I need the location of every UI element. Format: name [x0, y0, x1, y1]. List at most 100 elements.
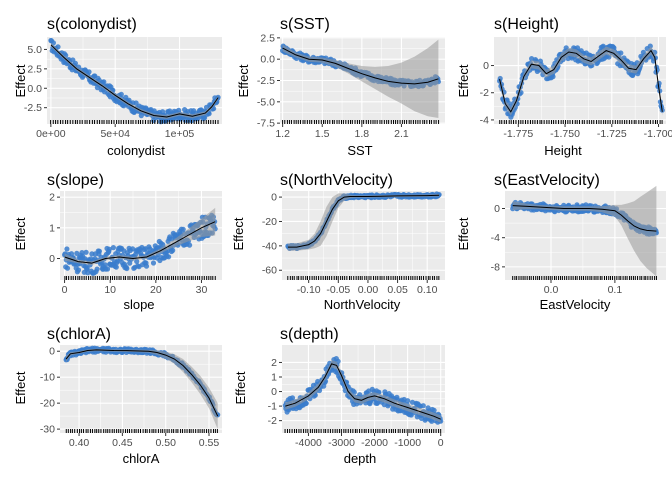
x-tick-label: 0.40 [69, 437, 90, 449]
y-tick-label: 0 [494, 203, 500, 215]
confidence-ribbon [287, 193, 440, 251]
panel-title: s(chlorA) [47, 326, 111, 343]
data-point [64, 265, 71, 271]
y-tick-label: -30 [40, 424, 55, 436]
y-tick-label: 0 [483, 60, 489, 72]
x-tick-label: -4000 [295, 437, 322, 449]
y-axis-label: Effect [233, 371, 248, 404]
data-point [656, 80, 662, 86]
data-point [408, 412, 414, 418]
smooth-fit-line [64, 221, 216, 264]
data-point [550, 74, 556, 80]
x-axis-label: SST [347, 143, 372, 158]
x-axis-label: EastVelocity [540, 297, 611, 312]
panel-title: s(EastVelocity) [494, 172, 600, 189]
y-tick-label: -8 [491, 261, 500, 273]
x-tick-label: 0.05 [387, 284, 408, 296]
x-axis-label: colonydist [107, 143, 165, 158]
panel-colonydist: s(colonydist) colonydist Effect 0e+00 5e+… [13, 16, 222, 158]
y-tick-label: 0 [49, 346, 55, 358]
data-point [74, 250, 80, 256]
y-tick-label: 1 [271, 372, 277, 384]
x-tick-label: 0.45 [112, 437, 133, 449]
y-axis-label: Effect [13, 64, 28, 97]
x-tick-label: 1.8 [355, 128, 370, 140]
y-tick-label: -60 [262, 265, 277, 277]
panel-slope: s(slope) slope Effect 0 10 20 30 0 1 2 [13, 172, 222, 312]
panel-title: s(Height) [494, 16, 559, 33]
plot-area [280, 37, 445, 124]
x-tick-label: 0.10 [417, 284, 438, 296]
y-axis-label: Effect [231, 217, 246, 250]
data-point [654, 67, 660, 73]
x-tick-label: -1000 [394, 437, 421, 449]
plot-area [47, 37, 222, 125]
x-axis-label: Height [544, 143, 582, 158]
data-point [303, 400, 309, 406]
y-tick-label: 1 [49, 222, 55, 234]
y-axis-label: Effect [456, 217, 471, 250]
data-point [105, 266, 111, 272]
x-tick-label: -0.10 [297, 284, 321, 296]
smooth-fit-line [50, 44, 219, 118]
rug [512, 276, 657, 280]
data-point [166, 254, 172, 260]
panel-background [60, 345, 222, 433]
x-tick-label: -1.775 [503, 128, 533, 140]
x-tick-label: -1.725 [597, 128, 627, 140]
data-point [180, 226, 186, 232]
y-tick-label: -40 [262, 240, 277, 252]
x-axis-label: chlorA [123, 451, 160, 466]
x-tick-label: -3000 [328, 437, 355, 449]
data-point [170, 247, 176, 253]
data-point [150, 260, 157, 266]
y-tick-label: -7.5 [257, 118, 275, 130]
rug [64, 276, 216, 280]
data-point [143, 263, 150, 269]
data-point [187, 242, 193, 248]
plot-area [282, 345, 445, 433]
data-point [124, 265, 130, 272]
rug [284, 429, 442, 433]
data-point [420, 403, 426, 409]
x-tick-label: 0.00 [358, 284, 379, 296]
panel-title: s(SST) [280, 16, 330, 33]
data-point [375, 400, 381, 406]
x-tick-label: 1.5 [315, 128, 330, 140]
panel-background [282, 191, 445, 280]
plot-area [60, 191, 222, 280]
smooth-fit-line [65, 349, 219, 417]
rug [282, 120, 440, 124]
data-point [647, 43, 653, 49]
data-point [113, 264, 119, 270]
confidence-ribbon [66, 348, 218, 430]
y-tick-label: 0.0 [27, 83, 42, 95]
data-point [133, 100, 139, 106]
x-tick-label: 5e+04 [100, 128, 130, 140]
y-tick-label: 0 [49, 253, 55, 265]
y-tick-label: 5.0 [27, 44, 42, 56]
x-tick-label: 30 [196, 284, 208, 296]
x-tick-label: 0.50 [155, 437, 176, 449]
confidence-ribbon [499, 46, 663, 116]
data-point [64, 246, 70, 252]
y-tick-label: -1 [268, 401, 277, 413]
y-tick-label: 2.5 [260, 32, 275, 44]
x-tick-label: 0.0 [544, 284, 559, 296]
panel-chlora: s(chlorA) chlorA Effect 0.40 0.45 0.50 0.55… [13, 326, 222, 466]
confidence-ribbon [512, 185, 657, 277]
x-tick-label: -1.700 [644, 128, 672, 140]
y-tick-label: -2.5 [24, 102, 42, 114]
x-axis-label: slope [123, 297, 154, 312]
smooth-fit-line [287, 194, 440, 248]
panel-sst: s(SST) SST Effect 1.2 1.5 1.8 2.1 -7.5 -5.0 -2… [236, 16, 445, 158]
x-tick-label: 0 [438, 437, 444, 449]
x-tick-label: 1e+05 [165, 128, 195, 140]
data-point [618, 50, 624, 56]
x-tick-label: 1.2 [275, 128, 290, 140]
data-point [118, 91, 124, 97]
plot-area [282, 191, 445, 280]
y-tick-label: -10 [40, 372, 55, 384]
panel-height: s(Height) Height Effect -1.775 -1.750 -1.7… [456, 16, 672, 158]
